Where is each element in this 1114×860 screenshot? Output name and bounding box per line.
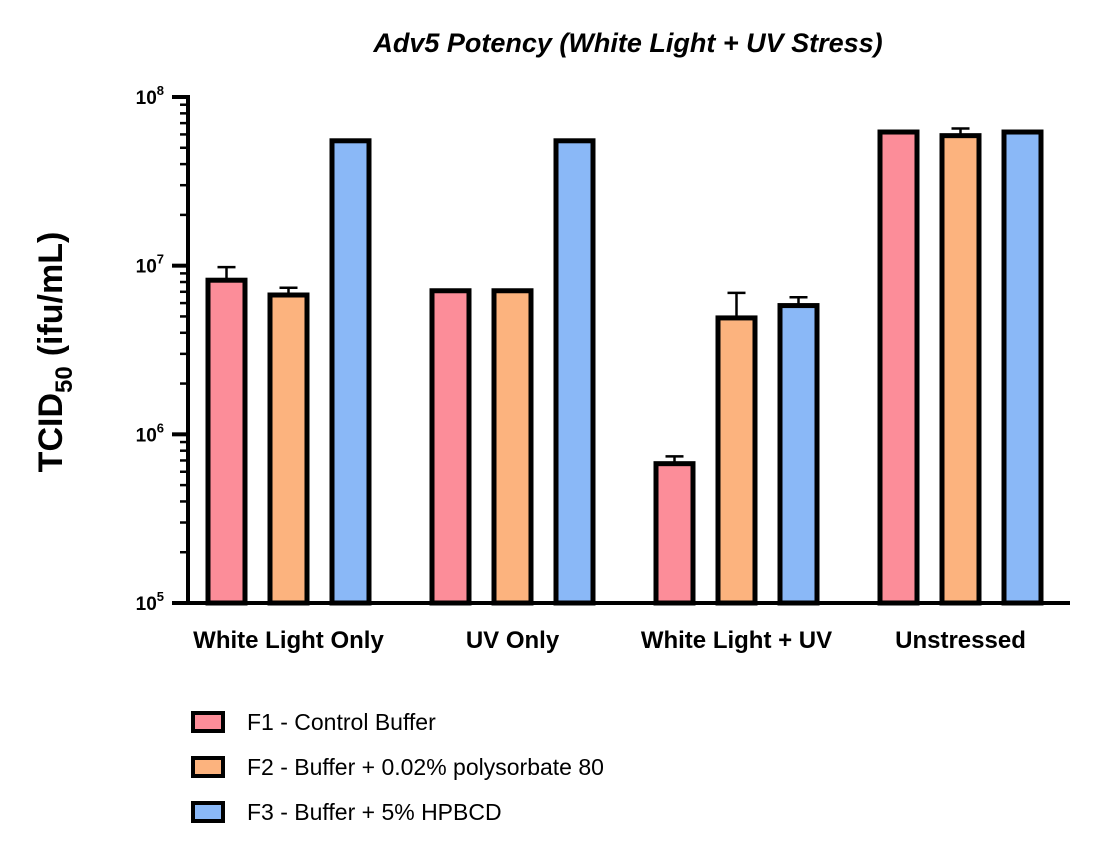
legend-swatch (193, 803, 223, 821)
x-category-label: White Light + UV (641, 627, 832, 654)
y-axis-label: TCID50 (ifu/mL) (32, 232, 78, 473)
y-ticks-layer: 105 106 107 108 (136, 83, 188, 615)
bar-white-light-uv-f3 (780, 306, 817, 603)
chart-title: Adv5 Potency (White Light + UV Stress) (372, 28, 882, 58)
x-category-label: Unstressed (895, 627, 1026, 654)
bar-white-light-uv-f2 (718, 318, 755, 603)
y-axis-label-unit: (ifu/mL) (32, 232, 70, 357)
legend-label: F1 - Control Buffer (247, 709, 436, 735)
legend: F1 - Control Buffer F2 - Buffer + 0.02% p… (193, 709, 604, 825)
legend-swatch (193, 758, 223, 776)
legend-item-f1: F1 - Control Buffer (193, 709, 436, 735)
bar-white-light-only-f3 (332, 141, 369, 603)
chart-container: Adv5 Potency (White Light + UV Stress) T… (0, 0, 1114, 855)
bar-uv-only-f2 (494, 291, 531, 603)
bar-white-light-uv-f1 (656, 464, 693, 603)
y-tick-label: 107 (136, 252, 164, 278)
legend-label: F3 - Buffer + 5% HPBCD (247, 799, 502, 825)
y-axis-label-main: TCID (32, 393, 70, 472)
x-category-labels: White Light Only UV Only White Light + UV U… (193, 627, 1026, 654)
y-axis-label-subscript: 50 (51, 366, 78, 393)
y-tick-label: 108 (136, 83, 164, 109)
y-tick-label: 105 (136, 589, 164, 615)
axes-layer (186, 95, 1070, 605)
bars-layer (208, 132, 1041, 603)
bar-unstressed-f1 (880, 132, 917, 603)
legend-label: F2 - Buffer + 0.02% polysorbate 80 (247, 754, 604, 780)
legend-item-f3: F3 - Buffer + 5% HPBCD (193, 799, 502, 825)
bar-uv-only-f1 (432, 291, 469, 603)
x-category-label: UV Only (466, 627, 560, 654)
legend-swatch (193, 713, 223, 731)
x-category-label: White Light Only (193, 627, 384, 654)
bar-unstressed-f2 (942, 136, 979, 603)
bar-unstressed-f3 (1004, 132, 1041, 603)
bar-uv-only-f3 (556, 141, 593, 603)
y-tick-label: 106 (136, 420, 164, 446)
bar-white-light-only-f2 (270, 295, 307, 603)
bar-chart: Adv5 Potency (White Light + UV Stress) T… (0, 0, 1114, 855)
bar-white-light-only-f1 (208, 280, 245, 603)
legend-item-f2: F2 - Buffer + 0.02% polysorbate 80 (193, 754, 604, 780)
